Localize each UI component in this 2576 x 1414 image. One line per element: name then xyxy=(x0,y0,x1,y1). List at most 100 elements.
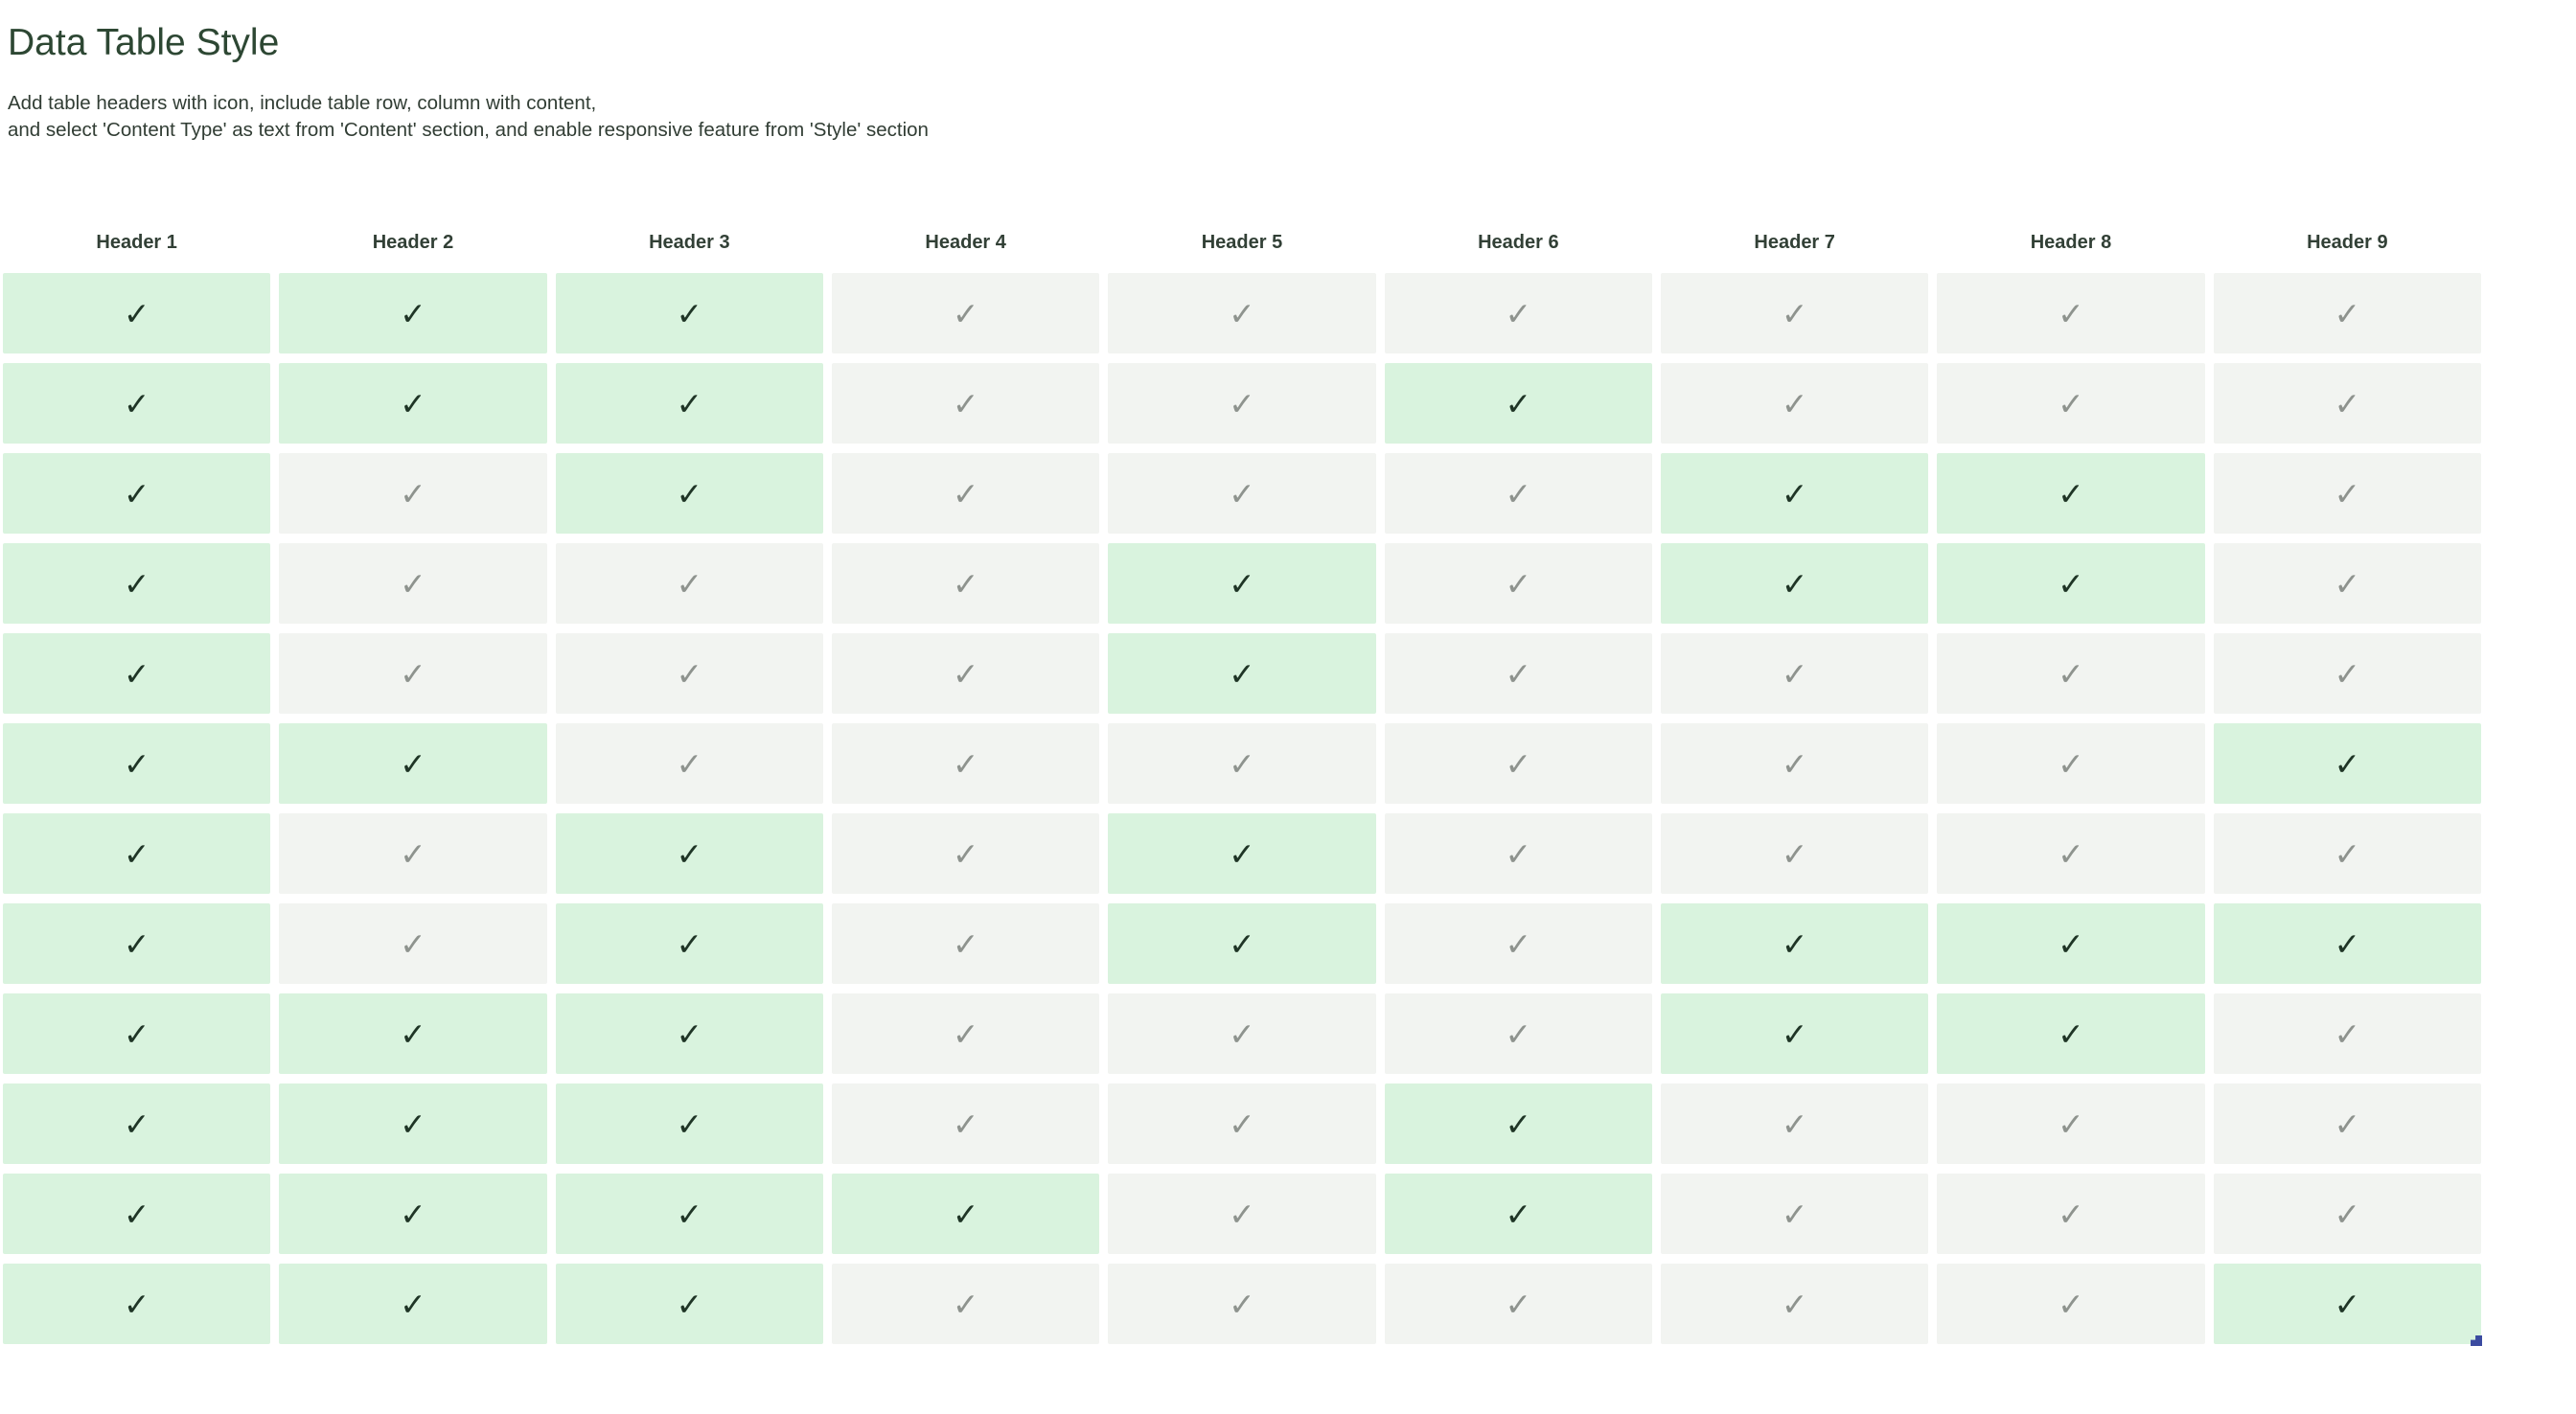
table-cell-r1-c8: ✓ xyxy=(1937,273,2205,354)
check-icon: ✓ xyxy=(2058,745,2084,782)
check-icon: ✓ xyxy=(2058,1015,2084,1052)
table-cell-r9-c1: ✓ xyxy=(3,993,271,1074)
check-icon: ✓ xyxy=(676,925,703,962)
check-icon: ✓ xyxy=(1505,745,1532,782)
check-icon: ✓ xyxy=(952,475,979,512)
table-cell-r8-c8: ✓ xyxy=(1937,903,2205,984)
check-icon: ✓ xyxy=(2334,1196,2361,1232)
check-icon: ✓ xyxy=(1781,1015,1808,1052)
table-cell-r4-c6: ✓ xyxy=(1384,543,1652,624)
check-icon: ✓ xyxy=(1505,1286,1532,1322)
table-cell-r9-c6: ✓ xyxy=(1384,993,1652,1074)
table-cell-r4-c3: ✓ xyxy=(555,543,823,624)
table-cell-r3-c3: ✓ xyxy=(555,453,823,534)
check-icon: ✓ xyxy=(676,475,703,512)
table-cell-r1-c2: ✓ xyxy=(279,273,547,354)
check-icon: ✓ xyxy=(1505,565,1532,602)
check-icon: ✓ xyxy=(400,745,426,782)
check-icon: ✓ xyxy=(1505,835,1532,872)
check-icon: ✓ xyxy=(676,295,703,331)
check-icon: ✓ xyxy=(676,1196,703,1232)
table-cell-r2-c2: ✓ xyxy=(279,363,547,444)
table-cell-r6-c2: ✓ xyxy=(279,723,547,804)
column-header-4: Header 4 xyxy=(925,231,1006,253)
check-icon: ✓ xyxy=(952,835,979,872)
table-cell-r1-c1: ✓ xyxy=(3,273,271,354)
table-cell-r6-c6: ✓ xyxy=(1384,723,1652,804)
check-icon: ✓ xyxy=(2334,565,2361,602)
page-title: Data Table Style xyxy=(8,22,280,63)
check-icon: ✓ xyxy=(400,475,426,512)
check-icon: ✓ xyxy=(2334,835,2361,872)
check-icon: ✓ xyxy=(952,295,979,331)
table-cell-r7-c2: ✓ xyxy=(279,813,547,894)
table-cell-r12-c2: ✓ xyxy=(279,1264,547,1344)
table-cell-r11-c4: ✓ xyxy=(832,1174,1100,1254)
table-cell-r5-c9: ✓ xyxy=(2213,633,2481,714)
table-cell-r5-c7: ✓ xyxy=(1661,633,1929,714)
table-cell-r7-c7: ✓ xyxy=(1661,813,1929,894)
table-cell-r8-c9: ✓ xyxy=(2213,903,2481,984)
check-icon: ✓ xyxy=(2334,1015,2361,1052)
table-cell-r3-c9: ✓ xyxy=(2213,453,2481,534)
check-icon: ✓ xyxy=(952,1196,979,1232)
check-icon: ✓ xyxy=(400,1286,426,1322)
table-cell-r7-c6: ✓ xyxy=(1384,813,1652,894)
table-cell-r11-c6: ✓ xyxy=(1384,1174,1652,1254)
table-cell-r4-c8: ✓ xyxy=(1937,543,2205,624)
check-icon: ✓ xyxy=(2058,295,2084,331)
table-cell-r3-c1: ✓ xyxy=(3,453,271,534)
check-icon: ✓ xyxy=(2334,295,2361,331)
table-cell-r10-c4: ✓ xyxy=(832,1083,1100,1164)
check-icon: ✓ xyxy=(676,1106,703,1142)
table-cell-r9-c2: ✓ xyxy=(279,993,547,1074)
table-cell-r7-c5: ✓ xyxy=(1108,813,1376,894)
column-header-1: Header 1 xyxy=(96,231,177,253)
table-cell-r5-c1: ✓ xyxy=(3,633,271,714)
table-cell-r2-c8: ✓ xyxy=(1937,363,2205,444)
check-icon: ✓ xyxy=(2334,655,2361,692)
table-cell-r5-c2: ✓ xyxy=(279,633,547,714)
table-cell-r8-c6: ✓ xyxy=(1384,903,1652,984)
table-cell-r8-c3: ✓ xyxy=(555,903,823,984)
table-cell-r4-c9: ✓ xyxy=(2213,543,2481,624)
check-icon: ✓ xyxy=(676,1015,703,1052)
check-icon: ✓ xyxy=(123,1106,150,1142)
check-icon: ✓ xyxy=(1781,475,1808,512)
check-icon: ✓ xyxy=(123,745,150,782)
table-cell-r3-c6: ✓ xyxy=(1384,453,1652,534)
check-icon: ✓ xyxy=(2058,385,2084,422)
check-icon: ✓ xyxy=(2334,385,2361,422)
table-cell-r12-c9: ✓ xyxy=(2213,1264,2481,1344)
check-icon: ✓ xyxy=(2058,835,2084,872)
table-cell-r1-c9: ✓ xyxy=(2213,273,2481,354)
check-icon: ✓ xyxy=(123,1196,150,1232)
check-icon: ✓ xyxy=(952,1106,979,1142)
table-cell-r7-c1: ✓ xyxy=(3,813,271,894)
table-cell-r11-c2: ✓ xyxy=(279,1174,547,1254)
check-icon: ✓ xyxy=(1781,1196,1808,1232)
check-icon: ✓ xyxy=(1229,1286,1255,1322)
column-header-3: Header 3 xyxy=(649,231,730,253)
page-subtitle: Add table headers with icon, include tab… xyxy=(8,90,929,144)
check-icon: ✓ xyxy=(952,1286,979,1322)
resize-handle-icon[interactable] xyxy=(2471,1335,2482,1346)
table-cell-r10-c6: ✓ xyxy=(1384,1083,1652,1164)
table-cell-r9-c4: ✓ xyxy=(832,993,1100,1074)
table-cell-r4-c5: ✓ xyxy=(1108,543,1376,624)
check-icon: ✓ xyxy=(1229,745,1255,782)
table-cell-r3-c5: ✓ xyxy=(1108,453,1376,534)
table-cell-r12-c1: ✓ xyxy=(3,1264,271,1344)
check-icon: ✓ xyxy=(676,565,703,602)
check-icon: ✓ xyxy=(1229,1106,1255,1142)
check-icon: ✓ xyxy=(1781,385,1808,422)
check-icon: ✓ xyxy=(2334,1286,2361,1322)
check-icon: ✓ xyxy=(1505,385,1532,422)
table-cell-r11-c8: ✓ xyxy=(1937,1174,2205,1254)
check-icon: ✓ xyxy=(1781,835,1808,872)
table-cell-r3-c7: ✓ xyxy=(1661,453,1929,534)
table-cell-r5-c6: ✓ xyxy=(1384,633,1652,714)
check-icon: ✓ xyxy=(400,1015,426,1052)
table-cell-r4-c2: ✓ xyxy=(279,543,547,624)
check-icon: ✓ xyxy=(1505,295,1532,331)
